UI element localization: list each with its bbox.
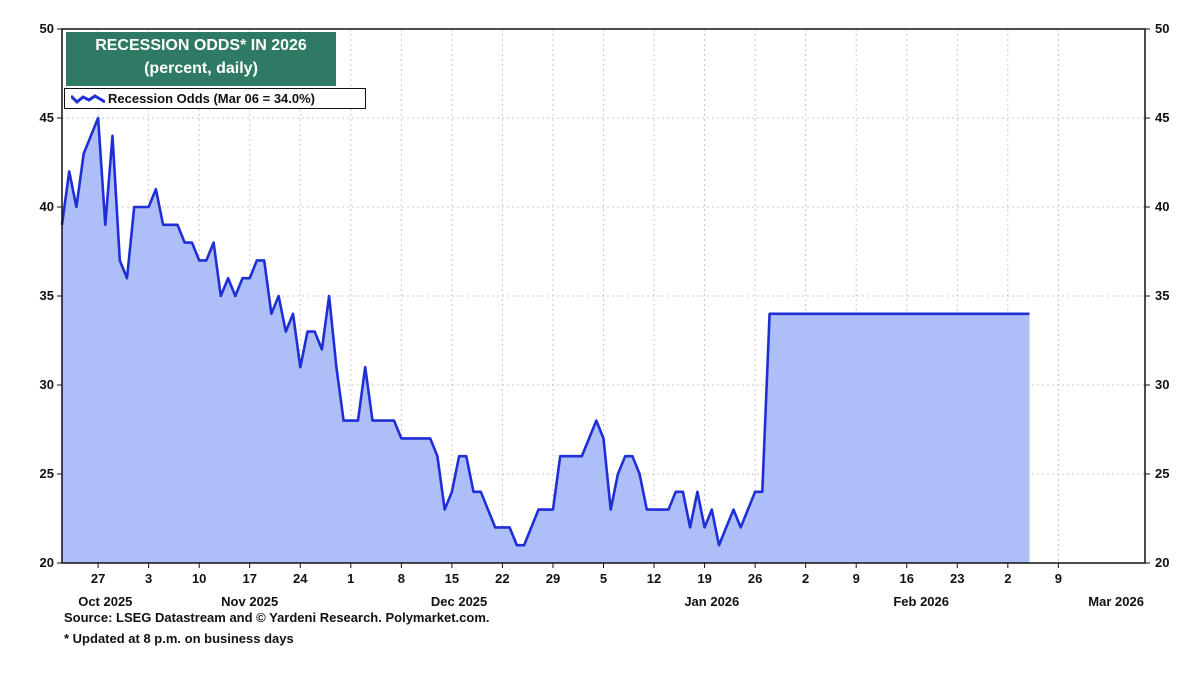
legend-line-icon xyxy=(71,94,105,105)
x-tick-label-13: 26 xyxy=(748,571,762,586)
month-label-0: Oct 2025 xyxy=(78,594,132,609)
y-tick-label-right-35: 35 xyxy=(1155,288,1169,303)
x-tick-label-11: 12 xyxy=(647,571,661,586)
x-tick-label-18: 2 xyxy=(1004,571,1011,586)
x-tick-label-8: 22 xyxy=(495,571,509,586)
source-note: Source: LSEG Datastream and © Yardeni Re… xyxy=(64,610,490,625)
y-tick-label-right-45: 45 xyxy=(1155,110,1169,125)
x-tick-label-4: 24 xyxy=(293,571,308,586)
y-tick-label-right-25: 25 xyxy=(1155,466,1169,481)
y-tick-label-left-35: 35 xyxy=(40,288,54,303)
y-tick-label-left-20: 20 xyxy=(40,555,54,570)
y-tick-label-right-50: 50 xyxy=(1155,21,1169,36)
month-label-3: Jan 2026 xyxy=(684,594,739,609)
x-axis-months: Oct 2025 Nov 2025 Dec 2025 Jan 2026 Feb 2026… xyxy=(78,594,1144,609)
y-tick-label-right-40: 40 xyxy=(1155,199,1169,214)
x-tick-label-2: 10 xyxy=(192,571,206,586)
month-label-5: Mar 2026 xyxy=(1088,594,1144,609)
y-tick-label-left-25: 25 xyxy=(40,466,54,481)
y-axis-left: 20 25 30 35 40 45 50 xyxy=(40,21,62,570)
x-tick-label-7: 15 xyxy=(445,571,459,586)
y-tick-label-left-50: 50 xyxy=(40,21,54,36)
x-tick-label-14: 2 xyxy=(802,571,809,586)
y-tick-label-left-30: 30 xyxy=(40,377,54,392)
month-label-4: Feb 2026 xyxy=(893,594,949,609)
legend-label: Recession Odds (Mar 06 = 34.0%) xyxy=(108,91,316,106)
y-tick-label-left-45: 45 xyxy=(40,110,54,125)
y-tick-label-right-30: 30 xyxy=(1155,377,1169,392)
x-tick-label-9: 29 xyxy=(546,571,560,586)
x-tick-label-17: 23 xyxy=(950,571,964,586)
chart-title-box: RECESSION ODDS* IN 2026 (percent, daily) xyxy=(66,32,336,86)
update-note: * Updated at 8 p.m. on business days xyxy=(64,631,294,646)
x-tick-label-3: 17 xyxy=(242,571,256,586)
x-axis: 27 3 10 17 24 1 8 15 22 29 5 12 19 26 2 9 16 23 2 9 xyxy=(91,563,1062,586)
x-tick-label-15: 9 xyxy=(853,571,860,586)
series-line-recession-odds xyxy=(60,116,1030,547)
x-tick-label-6: 8 xyxy=(398,571,405,586)
legend: Recession Odds (Mar 06 = 34.0%) xyxy=(64,88,366,109)
x-tick-label-5: 1 xyxy=(347,571,354,586)
series-area-recession-odds xyxy=(62,118,1030,563)
month-label-2: Dec 2025 xyxy=(431,594,487,609)
y-axis-right: 20 25 30 35 40 45 50 xyxy=(1145,21,1169,570)
x-tick-label-0: 27 xyxy=(91,571,105,586)
x-tick-label-10: 5 xyxy=(600,571,607,586)
month-label-1: Nov 2025 xyxy=(221,594,278,609)
x-tick-label-12: 19 xyxy=(697,571,711,586)
y-tick-label-left-40: 40 xyxy=(40,199,54,214)
x-tick-label-1: 3 xyxy=(145,571,152,586)
x-tick-label-19: 9 xyxy=(1055,571,1062,586)
x-tick-label-16: 16 xyxy=(900,571,914,586)
y-tick-label-right-20: 20 xyxy=(1155,555,1169,570)
chart-title: RECESSION ODDS* IN 2026 xyxy=(95,37,307,54)
chart-subtitle: (percent, daily) xyxy=(144,60,258,77)
